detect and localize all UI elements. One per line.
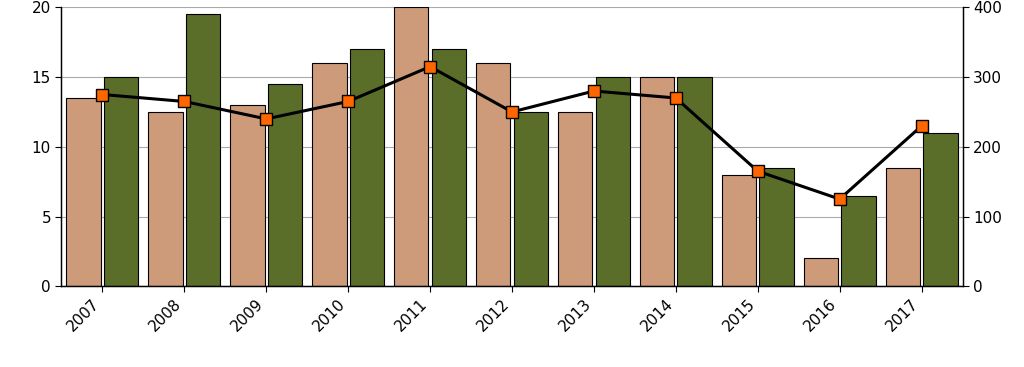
Bar xyxy=(312,63,346,286)
Bar xyxy=(886,168,920,286)
Bar xyxy=(268,84,302,286)
Bar xyxy=(186,14,220,286)
Bar xyxy=(558,112,592,286)
Bar xyxy=(640,77,674,286)
Bar xyxy=(148,112,182,286)
Bar xyxy=(596,77,630,286)
Bar xyxy=(230,105,264,286)
Bar xyxy=(67,98,100,286)
Bar xyxy=(432,49,466,286)
Bar xyxy=(394,7,428,286)
Bar xyxy=(842,196,876,286)
Bar xyxy=(350,49,384,286)
Bar xyxy=(476,63,510,286)
Bar xyxy=(514,112,548,286)
Bar xyxy=(678,77,712,286)
Bar xyxy=(924,133,957,286)
Bar xyxy=(760,168,794,286)
Bar xyxy=(722,175,756,286)
Bar xyxy=(804,258,838,286)
Bar xyxy=(104,77,138,286)
